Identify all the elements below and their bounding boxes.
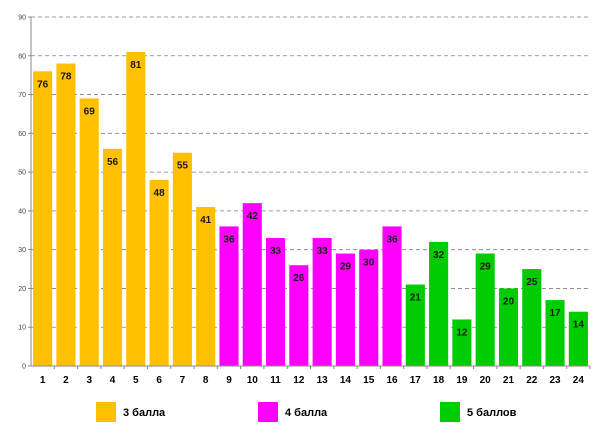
x-tick-label-6: 6 bbox=[156, 375, 162, 386]
bar-2 bbox=[56, 63, 76, 367]
legend-label-3: 5 баллов bbox=[467, 407, 517, 419]
x-tick-label-8: 8 bbox=[203, 375, 209, 386]
x-tick-label-17: 17 bbox=[410, 375, 422, 386]
data-label-24: 14 bbox=[573, 320, 585, 331]
x-tick-label-13: 13 bbox=[317, 375, 329, 386]
bar-16 bbox=[382, 226, 402, 366]
legend-swatch-1 bbox=[96, 402, 116, 422]
bar-9 bbox=[219, 226, 239, 366]
data-label-1: 76 bbox=[37, 79, 49, 90]
bar-17 bbox=[405, 284, 425, 366]
data-label-23: 17 bbox=[550, 308, 562, 319]
data-label-2: 78 bbox=[60, 72, 72, 83]
bars bbox=[33, 51, 588, 367]
data-label-16: 36 bbox=[386, 234, 398, 245]
data-label-8: 41 bbox=[200, 215, 212, 226]
legend-label-2: 4 балла bbox=[285, 407, 328, 419]
bar-15 bbox=[359, 249, 379, 366]
bar-19 bbox=[452, 319, 472, 366]
bar-14 bbox=[335, 253, 355, 366]
data-label-7: 55 bbox=[177, 161, 189, 172]
bar-4 bbox=[102, 148, 123, 366]
x-tick-label-23: 23 bbox=[550, 375, 562, 386]
bar-22 bbox=[522, 269, 542, 366]
x-tick-label-19: 19 bbox=[456, 375, 468, 386]
data-label-19: 12 bbox=[456, 327, 468, 338]
gridlines bbox=[31, 16, 590, 328]
x-tick-label-22: 22 bbox=[526, 375, 538, 386]
bar-23 bbox=[545, 300, 565, 366]
data-label-15: 30 bbox=[363, 258, 375, 269]
data-label-13: 33 bbox=[317, 246, 329, 257]
x-tick-label-3: 3 bbox=[86, 375, 92, 386]
x-tick-label-11: 11 bbox=[270, 375, 281, 386]
bar-1 bbox=[33, 71, 53, 367]
bar-24 bbox=[568, 311, 588, 366]
x-tick-label-5: 5 bbox=[133, 375, 139, 386]
bar-21 bbox=[498, 288, 519, 366]
y-tick-label: 30 bbox=[18, 247, 26, 254]
y-tick-label: 0 bbox=[22, 364, 26, 371]
x-tick-label-12: 12 bbox=[293, 375, 305, 386]
data-label-6: 48 bbox=[154, 188, 166, 199]
bar-7 bbox=[172, 152, 192, 366]
x-tick-label-14: 14 bbox=[340, 375, 352, 386]
x-tick-label-2: 2 bbox=[63, 375, 69, 386]
x-axis-ticks: 1 2 3 4 5 6 7 8 9 10 11 12 13 14 15 16 17 18 19 20 21 22 23 24 bbox=[40, 366, 591, 386]
data-label-22: 25 bbox=[526, 277, 538, 288]
data-label-14: 29 bbox=[340, 262, 352, 273]
legend-swatch-3 bbox=[440, 402, 460, 422]
data-label-21: 20 bbox=[503, 296, 515, 307]
bar-20 bbox=[475, 253, 495, 366]
bar-11 bbox=[266, 238, 286, 366]
data-label-11: 33 bbox=[270, 246, 282, 257]
legend-swatch-2 bbox=[258, 402, 278, 422]
data-label-3: 69 bbox=[84, 106, 96, 117]
data-label-20: 29 bbox=[480, 262, 492, 273]
x-tick-label-9: 9 bbox=[226, 375, 232, 386]
x-tick-label-16: 16 bbox=[386, 375, 398, 386]
bar-6 bbox=[149, 179, 169, 366]
y-tick-label: 60 bbox=[18, 131, 26, 138]
data-label-9: 36 bbox=[223, 234, 235, 245]
x-tick-label-18: 18 bbox=[433, 375, 445, 386]
legend-label-1: 3 балла bbox=[123, 407, 166, 419]
x-tick-label-20: 20 bbox=[480, 375, 492, 386]
y-tick-label: 80 bbox=[18, 53, 26, 60]
x-tick-label-24: 24 bbox=[573, 375, 585, 386]
x-tick-label-4: 4 bbox=[110, 375, 116, 386]
x-tick-label-1: 1 bbox=[40, 375, 46, 386]
bar-5 bbox=[126, 51, 146, 367]
bar-12 bbox=[289, 265, 309, 366]
x-tick-label-21: 21 bbox=[503, 375, 515, 386]
y-axis-ticks: 0 10 20 30 40 50 60 70 80 90 bbox=[18, 15, 31, 371]
data-label-5: 81 bbox=[130, 60, 142, 71]
data-label-18: 32 bbox=[433, 250, 445, 261]
x-tick-label-15: 15 bbox=[363, 375, 375, 386]
y-tick-label: 40 bbox=[18, 208, 26, 215]
data-label-10: 42 bbox=[247, 211, 259, 222]
data-label-4: 56 bbox=[107, 157, 119, 168]
legend: 3 балла 4 балла 5 баллов bbox=[96, 402, 517, 422]
bar-13 bbox=[312, 238, 332, 366]
y-tick-label: 10 bbox=[18, 325, 26, 332]
bar-3 bbox=[79, 98, 99, 366]
bar-10 bbox=[242, 203, 262, 366]
data-label-17: 21 bbox=[410, 293, 422, 304]
y-tick-label: 20 bbox=[18, 286, 26, 293]
y-tick-label: 50 bbox=[18, 170, 26, 177]
bar-18 bbox=[429, 241, 449, 366]
data-label-12: 26 bbox=[293, 273, 305, 284]
x-tick-label-7: 7 bbox=[180, 375, 186, 386]
bar-8 bbox=[196, 207, 216, 366]
y-tick-label: 70 bbox=[18, 92, 26, 99]
y-tick-label: 90 bbox=[18, 15, 26, 22]
x-tick-label-10: 10 bbox=[247, 375, 259, 386]
data-labels: 76 78 69 56 81 48 55 41 36 42 33 26 33 29 30 36 21 32 12 29… bbox=[37, 60, 584, 339]
